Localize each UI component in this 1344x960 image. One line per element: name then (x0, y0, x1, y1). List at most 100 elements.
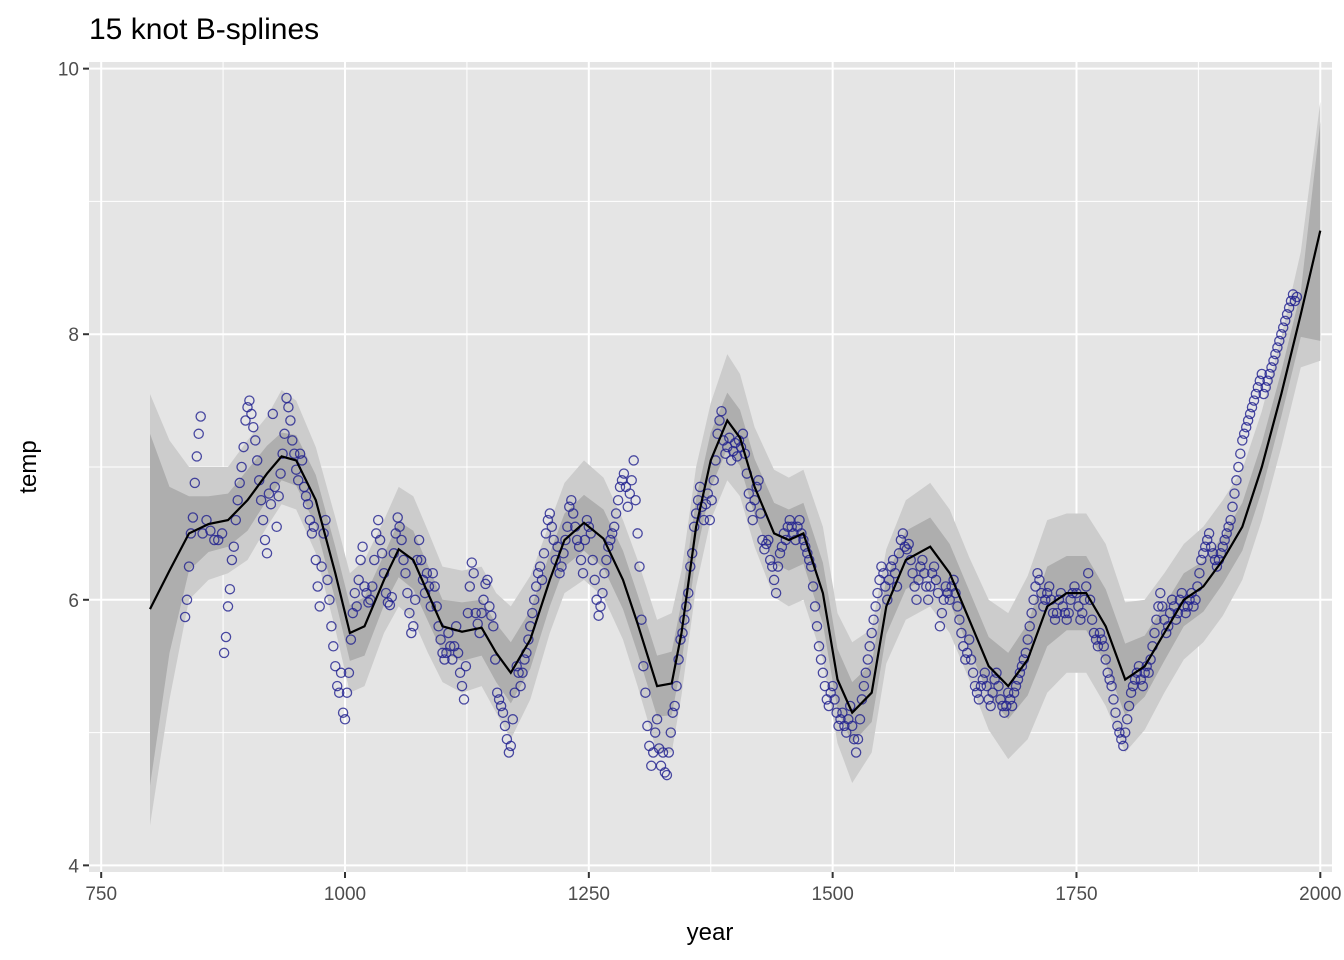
data-point (1188, 601, 1199, 612)
data-point (827, 680, 838, 692)
data-point (560, 534, 571, 546)
data-point (1162, 621, 1174, 632)
data-point (759, 544, 770, 555)
data-point (248, 421, 259, 433)
data-point (850, 747, 862, 758)
data-point (649, 727, 661, 738)
data-point (404, 607, 415, 619)
data-point (698, 514, 710, 526)
data-point (963, 634, 975, 645)
data-point (829, 694, 840, 705)
data-point (179, 611, 191, 623)
data-point (1069, 581, 1080, 592)
data-point (464, 581, 476, 592)
data-point (1272, 342, 1283, 353)
data-point (659, 767, 671, 778)
data-point (530, 581, 542, 592)
data-point (1059, 607, 1071, 619)
data-point (228, 541, 240, 552)
data-point (261, 548, 273, 559)
data-point (488, 621, 499, 632)
data-point (864, 641, 875, 652)
data-point (376, 548, 388, 559)
data-point (205, 525, 216, 536)
y-tick-label: 6 (68, 591, 79, 612)
data-point (1096, 634, 1108, 645)
data-point (1102, 667, 1113, 679)
data-point (1139, 667, 1150, 679)
data-point (486, 610, 497, 621)
data-point (251, 455, 263, 466)
data-point (296, 455, 308, 466)
data-point (770, 587, 782, 599)
y-axis: 4 6 8 10 (58, 60, 89, 877)
data-point (1026, 607, 1037, 619)
data-point (189, 477, 201, 489)
data-point (187, 512, 199, 523)
data-point (634, 561, 645, 572)
x-tick-label: 750 (85, 884, 117, 905)
data-point (238, 441, 249, 453)
data-point (967, 667, 979, 679)
x-tick-label: 1000 (324, 884, 366, 905)
data-point (527, 607, 538, 619)
data-point (363, 597, 374, 608)
data-point (1238, 428, 1250, 440)
data-point (1268, 355, 1279, 367)
data-point (913, 574, 924, 586)
data-point (1221, 528, 1232, 539)
data-point (642, 720, 653, 732)
data-point (766, 561, 778, 572)
data-point (618, 468, 630, 479)
data-point (1057, 601, 1069, 612)
data-point (287, 435, 298, 446)
data-point (267, 408, 279, 420)
data-point (823, 700, 835, 712)
data-point (540, 528, 552, 539)
data-point (1137, 680, 1149, 692)
data-point (300, 490, 312, 502)
data-point (1032, 567, 1043, 579)
data-point (817, 667, 829, 679)
data-point (1264, 368, 1275, 380)
data-point (302, 498, 314, 510)
data-point (386, 591, 398, 603)
data-point (837, 707, 848, 718)
data-point (612, 494, 624, 506)
data-point (1114, 727, 1125, 738)
data-point (1063, 607, 1074, 619)
data-point (860, 667, 872, 679)
data-point (813, 641, 825, 652)
data-point (601, 554, 612, 566)
data-point (866, 627, 877, 639)
data-point (991, 667, 1002, 679)
data-point (708, 475, 719, 486)
data-point (626, 475, 637, 486)
data-point (1219, 534, 1230, 546)
data-point (1100, 654, 1111, 665)
data-point (470, 607, 481, 619)
data-point (1266, 362, 1277, 373)
data-point (394, 521, 405, 533)
data-point (1121, 714, 1133, 725)
data-point (491, 687, 503, 698)
data-point (468, 567, 479, 579)
data-point (195, 411, 206, 422)
data-point (1246, 401, 1258, 413)
data-point (1256, 368, 1268, 380)
data-point (811, 621, 823, 632)
data-point (809, 601, 821, 612)
data-point (1199, 541, 1211, 552)
inner-band (150, 121, 1321, 786)
data-point (285, 415, 296, 426)
data-point (1225, 514, 1236, 526)
x-tick-label: 1500 (812, 884, 854, 905)
data-point (1244, 408, 1256, 420)
data-point (1207, 548, 1219, 559)
data-point (499, 720, 511, 732)
data-point (339, 714, 351, 725)
fit-line (149, 230, 1322, 715)
data-point (230, 514, 242, 526)
data-point (224, 583, 236, 595)
data-point (294, 448, 306, 459)
